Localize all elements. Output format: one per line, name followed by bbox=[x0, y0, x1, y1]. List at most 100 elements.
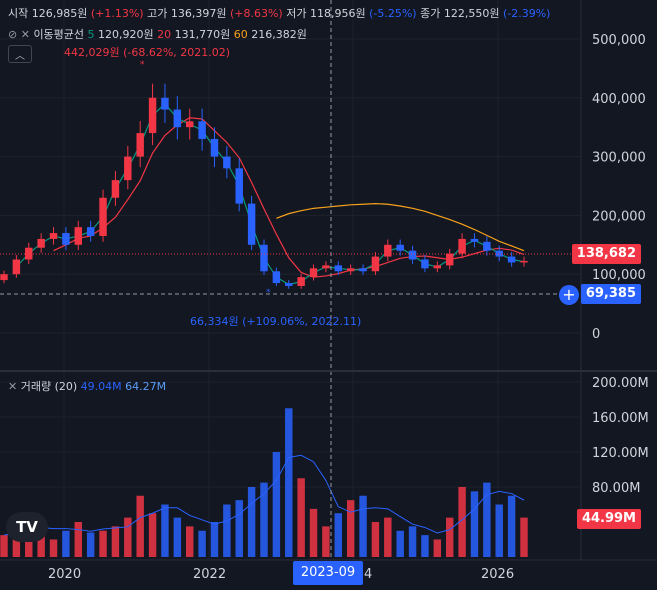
candle bbox=[111, 180, 120, 198]
close-icon[interactable]: ✕ bbox=[20, 28, 30, 41]
candle bbox=[507, 256, 516, 263]
volume-bar bbox=[198, 530, 206, 557]
ma20-line bbox=[53, 117, 525, 278]
candle bbox=[161, 97, 169, 110]
volume-bar bbox=[421, 535, 429, 557]
plus-icon[interactable]: + bbox=[559, 285, 579, 305]
candle bbox=[433, 265, 442, 269]
price-tick-label: 300,000 bbox=[592, 151, 646, 166]
volume-bar bbox=[371, 522, 380, 557]
volume-bar bbox=[186, 526, 194, 557]
volume-bar bbox=[49, 539, 58, 557]
candle bbox=[322, 265, 330, 269]
high-label: 고가 bbox=[147, 7, 168, 20]
crosshair-time-tag: 2023-09 bbox=[293, 561, 363, 585]
volume-bar bbox=[37, 526, 45, 557]
volume-value-2: 64.27M bbox=[125, 380, 167, 393]
volume-bar bbox=[384, 517, 392, 557]
low-label: 저가 bbox=[286, 7, 307, 20]
volume-bar bbox=[458, 487, 466, 557]
volume-bar bbox=[260, 482, 268, 557]
price-tick-label: 400,000 bbox=[592, 92, 646, 107]
candle bbox=[309, 268, 318, 278]
volume-bar bbox=[247, 487, 256, 557]
time-label-2022: 2022 bbox=[193, 567, 227, 582]
volume-bar bbox=[408, 526, 417, 557]
candle bbox=[25, 247, 33, 260]
high-annotation: 442,029원 (-68.62%, 2021.02) bbox=[64, 46, 231, 59]
open-value: 126,985원 bbox=[31, 7, 88, 20]
volume-bar bbox=[62, 530, 70, 557]
volume-bar bbox=[483, 482, 491, 557]
time-label-2020: 2020 bbox=[48, 567, 82, 582]
volume-bar bbox=[235, 500, 243, 557]
candle bbox=[223, 156, 231, 169]
volume-bar bbox=[359, 495, 367, 557]
volume-value-1: 49.04M bbox=[80, 380, 122, 393]
volume-bar bbox=[124, 517, 132, 557]
candle bbox=[384, 244, 392, 257]
candle bbox=[334, 265, 342, 272]
volume-bar bbox=[111, 526, 120, 557]
time-label-2024: 4 bbox=[364, 567, 373, 582]
candle bbox=[285, 283, 293, 286]
ma5-period: 5 bbox=[87, 28, 95, 41]
price-tick-label: 200,000 bbox=[592, 209, 646, 224]
low-marker-icon: * bbox=[266, 288, 271, 298]
volume-bar bbox=[99, 530, 107, 557]
price-tick-label: 500,000 bbox=[592, 33, 646, 48]
volume-bar bbox=[322, 526, 330, 557]
low-value: 118,956원 bbox=[309, 7, 366, 20]
candle bbox=[297, 277, 305, 286]
ma-legend: ⊘ ✕ 이동평균선 5 120,920원 20 131,770원 60 216,… bbox=[8, 26, 307, 42]
ma20-value: 131,770원 bbox=[174, 28, 231, 41]
ma5-value: 120,920원 bbox=[98, 28, 154, 41]
volume-tick-label: 120.00M bbox=[592, 446, 649, 461]
candle bbox=[136, 133, 144, 157]
candle bbox=[86, 227, 95, 236]
ma20-period: 20 bbox=[157, 28, 172, 41]
volume-bar bbox=[346, 500, 355, 557]
tradingview-logo[interactable]: TV bbox=[6, 512, 48, 542]
high-value: 136,397원 bbox=[170, 7, 227, 20]
volume-bar bbox=[520, 517, 528, 557]
candle bbox=[470, 238, 479, 242]
volume-bar bbox=[495, 504, 503, 557]
volume-bar bbox=[446, 517, 454, 557]
volume-bar bbox=[396, 530, 404, 557]
ma60-period: 60 bbox=[233, 28, 248, 41]
candle bbox=[12, 259, 21, 275]
close-value: 122,550원 bbox=[443, 7, 500, 20]
volume-bar bbox=[285, 408, 293, 557]
volume-last-tag: 44.99M bbox=[576, 509, 641, 529]
volume-bar bbox=[297, 478, 305, 557]
last-price-tag: 138,682 bbox=[571, 244, 641, 264]
close-icon[interactable]: ✕ bbox=[8, 380, 18, 393]
candle bbox=[247, 203, 256, 245]
volume-bar bbox=[136, 495, 144, 557]
high-marker-icon: * bbox=[140, 60, 145, 70]
close-pct: (-2.39%) bbox=[502, 7, 551, 20]
candle bbox=[198, 121, 206, 139]
eye-slash-icon[interactable]: ⊘ bbox=[8, 28, 18, 41]
price-tick-label: 0 bbox=[592, 327, 600, 342]
ma-label: 이동평균선 bbox=[33, 28, 85, 41]
candle bbox=[408, 250, 417, 260]
candle bbox=[99, 197, 107, 236]
volume-bar bbox=[148, 513, 157, 557]
volume-tick-label: 80.00M bbox=[592, 481, 640, 496]
candle bbox=[62, 233, 70, 245]
open-label: 시작 bbox=[8, 7, 29, 20]
volume-tick-label: 200.00M bbox=[592, 376, 649, 391]
candle bbox=[458, 238, 466, 254]
candle bbox=[260, 244, 268, 272]
candle bbox=[186, 121, 194, 128]
close-label: 종가 bbox=[420, 7, 441, 20]
candle bbox=[272, 271, 281, 284]
candle bbox=[346, 268, 355, 272]
chevron-up-icon[interactable]: ︿ bbox=[8, 45, 32, 63]
candle bbox=[359, 268, 367, 272]
candle bbox=[483, 241, 491, 251]
price-tick-label: 100,000 bbox=[592, 268, 646, 283]
